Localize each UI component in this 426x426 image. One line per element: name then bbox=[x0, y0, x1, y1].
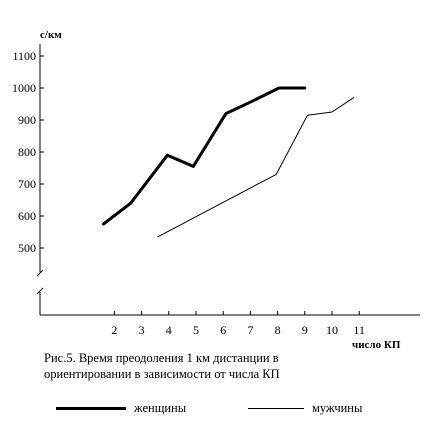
y-tick-label: 1100 bbox=[12, 49, 36, 63]
series-lines bbox=[102, 86, 355, 238]
x-tick-label: 3 bbox=[139, 323, 145, 337]
y-tick-label: 600 bbox=[18, 209, 36, 223]
x-tick-label: 9 bbox=[302, 323, 308, 337]
y-axis-label: с/км bbox=[40, 29, 62, 41]
y-tick-label: 800 bbox=[18, 145, 36, 159]
legend-women-label: женщины bbox=[134, 400, 187, 415]
caption-line-1: Рис.5. Время преодоления 1 км дистанции … bbox=[44, 351, 279, 365]
series-line-women bbox=[102, 86, 307, 226]
caption-line-2: ориентировании в зависимости от числа КП bbox=[44, 367, 280, 381]
legend-women: женщины bbox=[56, 398, 186, 418]
series-line-men bbox=[157, 97, 355, 238]
x-ticks: 2 3 4 5 6 7 8 9 10 11 bbox=[111, 311, 365, 337]
figure-caption: Рис.5. Время преодоления 1 км дистанции … bbox=[44, 350, 364, 382]
x-tick-label: 4 bbox=[166, 323, 172, 337]
legend-men: мужчины bbox=[248, 398, 362, 418]
y-tick-label: 1000 bbox=[12, 81, 36, 95]
axis-break-mark-upper bbox=[36, 269, 44, 277]
y-tick-label: 500 bbox=[18, 241, 36, 255]
x-tick-label: 2 bbox=[111, 323, 117, 337]
legend-men-swatch bbox=[248, 407, 304, 409]
x-tick-label: 6 bbox=[220, 323, 226, 337]
y-ticks: 500 600 700 800 900 1000 1100 bbox=[12, 49, 44, 255]
legend-men-label: мужчины bbox=[312, 400, 363, 415]
axes bbox=[36, 44, 420, 316]
axis-break-mark-lower bbox=[36, 287, 44, 295]
y-tick-label: 700 bbox=[18, 177, 36, 191]
x-axis-label: число КП bbox=[352, 339, 401, 351]
x-tick-label: 8 bbox=[275, 323, 281, 337]
x-tick-label: 10 bbox=[326, 323, 338, 337]
legend-women-swatch bbox=[56, 406, 126, 410]
x-tick-label: 11 bbox=[353, 323, 365, 337]
x-tick-label: 5 bbox=[193, 323, 199, 337]
x-tick-label: 7 bbox=[247, 323, 253, 337]
y-tick-label: 900 bbox=[18, 113, 36, 127]
